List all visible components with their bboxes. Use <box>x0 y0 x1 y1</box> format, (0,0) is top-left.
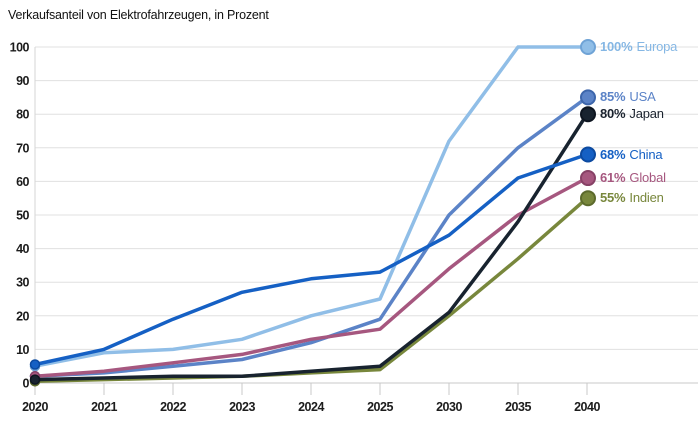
series-name: Japan <box>629 106 664 122</box>
x-axis-label-2035: 2035 <box>505 400 531 414</box>
x-axis-label-2021: 2021 <box>91 400 117 414</box>
x-axis-label-2040: 2040 <box>574 400 600 414</box>
y-axis-label-30: 30 <box>16 276 29 290</box>
series-label-usa: 85% USA <box>600 88 656 106</box>
series-end-value: 68% <box>600 146 626 162</box>
y-axis-label-0: 0 <box>23 377 30 391</box>
y-axis-label-50: 50 <box>16 209 29 223</box>
series-end-marker-china <box>580 146 596 163</box>
y-axis-label-100: 100 <box>10 41 30 55</box>
y-axis-label-60: 60 <box>16 175 29 189</box>
y-axis-label-80: 80 <box>16 108 29 122</box>
y-axis-label-20: 20 <box>16 309 29 323</box>
y-axis-label-70: 70 <box>16 141 29 155</box>
series-name: Europa <box>636 39 678 54</box>
series-label-china: 68% China <box>600 146 663 164</box>
x-axis-label-2022: 2022 <box>160 400 186 414</box>
series-line-china <box>33 152 589 367</box>
y-axis-label-40: 40 <box>16 242 29 256</box>
series-end-value: 55% <box>600 190 626 206</box>
series-end-value: 85% <box>600 89 626 105</box>
series-line-global <box>33 176 589 379</box>
y-axis-label-90: 90 <box>16 74 29 88</box>
series-name: China <box>629 146 663 162</box>
series-start-marker-china <box>29 359 41 370</box>
series-label-japan: 80% Japan <box>600 105 664 123</box>
series-label-global: 61% Global <box>600 169 666 187</box>
series-end-marker-japan <box>580 106 596 123</box>
series-line-europa <box>33 45 589 368</box>
series-end-marker-global <box>580 170 596 187</box>
series-end-marker-europa <box>580 39 596 55</box>
x-axis-label-2030: 2030 <box>436 400 462 414</box>
series-end-value: 100% <box>600 39 633 54</box>
series-end-marker-indien <box>580 190 596 207</box>
series-line-japan <box>33 112 589 382</box>
series-line-usa <box>33 95 589 379</box>
y-axis-label-10: 10 <box>16 343 29 357</box>
series-label-europa: 100% Europa <box>600 38 677 56</box>
x-axis-label-2025: 2025 <box>367 400 393 414</box>
series-start-marker-japan <box>29 374 41 385</box>
series-label-indien: 55% Indien <box>600 189 664 207</box>
series-end-value: 80% <box>600 106 626 122</box>
series-end-value: 61% <box>600 170 626 186</box>
x-axis-label-2020: 2020 <box>22 400 48 414</box>
x-axis-label-2023: 2023 <box>229 400 255 414</box>
x-axis-label-2024: 2024 <box>298 400 324 414</box>
series-end-marker-usa <box>580 89 596 106</box>
series-name: USA <box>629 89 656 105</box>
series-name: Global <box>629 170 666 186</box>
chart-title: Verkaufsanteil von Elektrofahrzeugen, in… <box>8 8 269 22</box>
series-name: Indien <box>629 190 664 206</box>
